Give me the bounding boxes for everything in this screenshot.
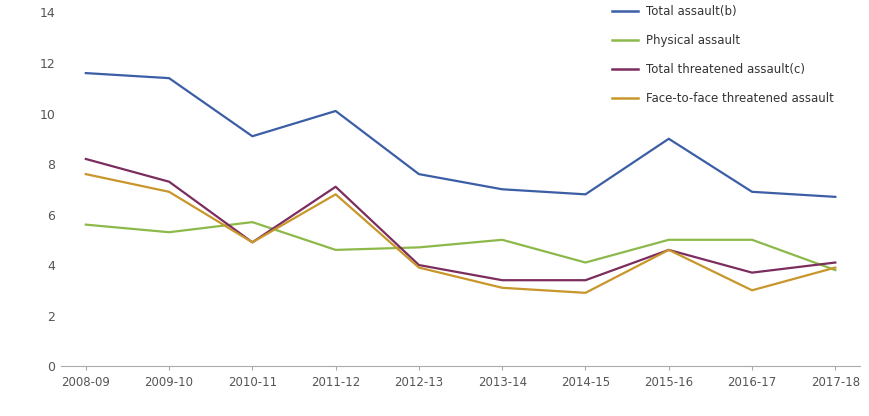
Total threatened assault(c) [830, 260, 840, 265]
Total threatened assault(c) [664, 248, 674, 253]
Total assault(b) [497, 187, 507, 192]
Face-to-face threatened assault [414, 265, 424, 270]
Physical assault [580, 260, 591, 265]
Total threatened assault(c) [330, 184, 341, 189]
Total assault(b) [81, 71, 91, 76]
Total assault(b) [830, 194, 840, 199]
Legend: Total assault(b), Physical assault, Total threatened assault(c), Face-to-face th: Total assault(b), Physical assault, Tota… [613, 5, 833, 105]
Total threatened assault(c) [580, 278, 591, 283]
Line: Face-to-face threatened assault: Face-to-face threatened assault [86, 174, 835, 293]
Physical assault [497, 237, 507, 242]
Physical assault [164, 230, 175, 235]
Total assault(b) [330, 109, 341, 114]
Face-to-face threatened assault [830, 265, 840, 270]
Physical assault [746, 237, 757, 242]
Physical assault [247, 220, 257, 225]
Total assault(b) [164, 76, 175, 81]
Face-to-face threatened assault [247, 240, 257, 245]
Total assault(b) [746, 189, 757, 194]
Face-to-face threatened assault [746, 288, 757, 293]
Face-to-face threatened assault [497, 285, 507, 290]
Total threatened assault(c) [746, 270, 757, 275]
Physical assault [830, 267, 840, 272]
Physical assault [330, 248, 341, 253]
Total assault(b) [247, 134, 257, 139]
Physical assault [664, 237, 674, 242]
Line: Total threatened assault(c): Total threatened assault(c) [86, 159, 835, 280]
Face-to-face threatened assault [664, 248, 674, 253]
Total threatened assault(c) [164, 179, 175, 184]
Face-to-face threatened assault [164, 189, 175, 194]
Face-to-face threatened assault [81, 172, 91, 177]
Total threatened assault(c) [414, 262, 424, 267]
Total threatened assault(c) [497, 278, 507, 283]
Total assault(b) [580, 192, 591, 197]
Face-to-face threatened assault [330, 192, 341, 197]
Physical assault [81, 222, 91, 227]
Total threatened assault(c) [247, 240, 257, 245]
Line: Total assault(b): Total assault(b) [86, 73, 835, 197]
Total threatened assault(c) [81, 156, 91, 161]
Line: Physical assault: Physical assault [86, 222, 835, 270]
Face-to-face threatened assault [580, 290, 591, 295]
Physical assault [414, 245, 424, 250]
Total assault(b) [664, 136, 674, 141]
Total assault(b) [414, 172, 424, 177]
